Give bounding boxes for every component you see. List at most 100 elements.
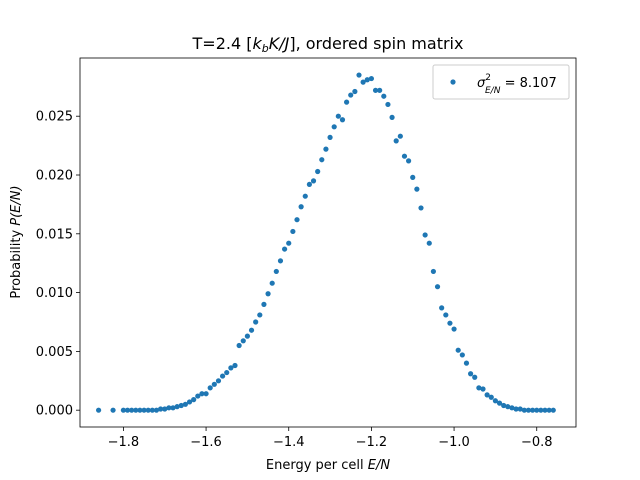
data-point [426, 240, 432, 246]
data-point [96, 407, 102, 413]
data-point [418, 205, 424, 211]
data-point [505, 404, 511, 410]
data-point [356, 72, 362, 78]
y-tick-label: 0.015 [36, 227, 73, 242]
y-tick-label: 0.025 [36, 110, 73, 125]
data-point [182, 401, 188, 407]
data-point [335, 113, 341, 119]
data-point [277, 258, 284, 264]
y-tick-label: 0.010 [36, 286, 73, 301]
data-point [273, 268, 279, 275]
chart-title: T=2.4 [kbK/J], ordered spin matrix [192, 34, 464, 55]
data-point [364, 77, 370, 83]
data-point [215, 378, 222, 384]
data-point [302, 193, 308, 199]
data-point [141, 407, 147, 413]
data-point [294, 217, 300, 223]
data-point [538, 407, 544, 413]
data-point [265, 291, 271, 297]
data-point [331, 124, 337, 130]
data-point [401, 153, 408, 159]
data-point [203, 391, 209, 397]
data-point [248, 327, 255, 333]
data-point [480, 386, 486, 392]
data-point [269, 280, 275, 286]
data-point [443, 312, 449, 318]
data-point [385, 101, 391, 108]
data-point [430, 268, 436, 275]
data-point [509, 405, 515, 411]
x-tick-label: −1.0 [438, 435, 470, 450]
data-point [422, 232, 428, 238]
data-point [244, 333, 250, 339]
data-point [199, 391, 205, 397]
data-point [306, 181, 312, 188]
data-point [290, 228, 296, 235]
data-point [530, 407, 536, 413]
data-point [455, 347, 461, 353]
x-tick-label: −1.2 [356, 435, 388, 450]
data-point [397, 133, 403, 139]
data-point [525, 407, 532, 413]
y-axis-ticks: 0.000 0.005 0.010 0.015 0.020 0.025 [36, 110, 80, 419]
y-tick-label: 0.005 [36, 345, 73, 360]
data-point [381, 93, 387, 99]
data-point [236, 342, 242, 349]
x-axis-label: Energy per cell E/N [266, 458, 390, 473]
data-point [166, 405, 172, 411]
data-point [232, 362, 238, 369]
x-tick-label: −1.8 [108, 435, 140, 450]
data-point [315, 168, 321, 175]
y-tick-label: 0.000 [36, 404, 73, 419]
legend-box [432, 64, 570, 100]
data-point [496, 400, 503, 406]
data-point [319, 157, 325, 163]
data-point [261, 301, 267, 307]
data-point [240, 338, 246, 344]
data-point [186, 399, 193, 405]
data-point [439, 305, 445, 311]
data-point [178, 402, 184, 409]
data-point [211, 381, 217, 387]
data-point [501, 402, 507, 409]
data-point [550, 407, 556, 413]
data-point [327, 134, 333, 140]
data-point [195, 393, 201, 399]
data-point [360, 79, 366, 85]
legend: σ2 E/N = 8.107 [432, 64, 570, 100]
legend-marker [450, 79, 456, 85]
plot-area-frame [79, 57, 577, 428]
data-point [534, 407, 540, 413]
data-point [492, 398, 498, 404]
data-point [352, 88, 358, 95]
data-point [149, 407, 155, 413]
legend-label: σ2 E/N = 8.107 [477, 73, 557, 96]
data-point [253, 319, 259, 325]
data-point [224, 369, 230, 376]
data-point [137, 407, 143, 413]
data-points [96, 72, 556, 413]
data-point [406, 158, 412, 164]
data-point [162, 406, 168, 412]
data-point [298, 204, 304, 210]
data-point [546, 407, 552, 413]
data-point [542, 407, 548, 413]
data-point [220, 373, 226, 379]
data-point [339, 117, 346, 123]
data-point [170, 405, 176, 411]
data-point [145, 407, 151, 413]
y-tick-label: 0.020 [36, 169, 73, 184]
data-point [451, 326, 457, 332]
data-point [207, 385, 213, 391]
data-point [191, 397, 197, 403]
data-point [389, 114, 395, 120]
data-point [463, 360, 470, 366]
data-point [323, 146, 329, 152]
data-point [459, 352, 465, 358]
data-point [521, 407, 527, 413]
data-point [372, 87, 379, 93]
data-point [257, 312, 263, 318]
data-point [344, 99, 350, 105]
data-point [228, 365, 234, 371]
